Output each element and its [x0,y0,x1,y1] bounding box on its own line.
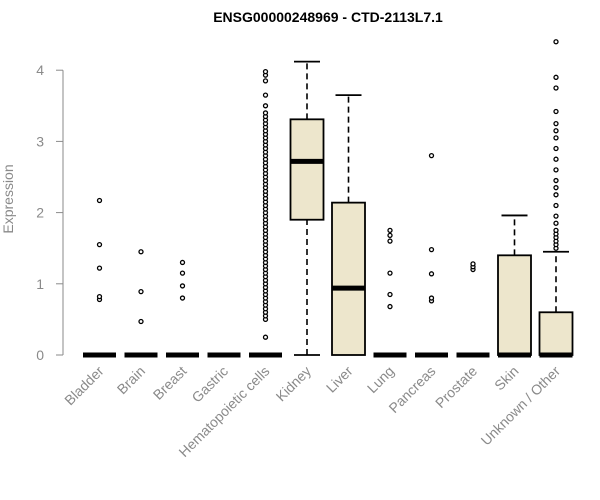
box-kidney [289,60,325,356]
x-tick-label: Breast [150,363,190,403]
outlier-point [553,185,559,191]
outlier-point [262,103,269,109]
outlier-point [387,303,393,310]
box-iqr [497,254,532,356]
outlier-point [428,152,435,159]
outlier-point [553,156,559,162]
outlier-point [553,177,559,184]
x-tick-label: Kidney [273,363,315,405]
outlier-point [262,110,269,116]
outlier-point [553,192,559,198]
box-iqr [538,311,574,356]
outlier-point [96,265,103,271]
x-tick-label: Unknown / Other [478,363,564,449]
box-lung [373,227,407,358]
outlier-point [428,295,435,301]
outlier-point [262,92,269,98]
outlier-point [553,213,559,219]
x-tick-label: Lung [364,363,397,396]
outlier-point [387,291,393,298]
outlier-point [179,295,186,301]
outlier-point [553,39,559,45]
outlier-point [179,270,186,276]
box-hematopoietic-cells [249,68,282,358]
x-tick-label: Bladder [61,363,107,409]
box-unknown-other [538,39,574,358]
outlier-point [553,74,559,80]
outlier-point [262,78,269,84]
outlier-point [179,259,186,266]
outlier-point [428,246,435,253]
outlier-point [262,68,269,75]
outlier-point [96,241,103,248]
y-axis: 0 1 2 3 4 [36,62,64,363]
outlier-point [553,145,559,152]
outlier-point [553,108,559,115]
outlier-point [387,270,393,276]
outlier-point [470,261,476,267]
outlier-point [553,202,559,209]
outlier-point [428,271,435,277]
box-brain [124,249,158,358]
outlier-point [96,197,103,204]
y-tick-label: 2 [36,205,44,221]
outlier-point [553,128,559,134]
outlier-point [262,334,269,340]
x-tick-label: Prostate [432,363,480,411]
outlier-point [553,120,559,127]
outlier-point [387,227,393,234]
y-tick-label: 1 [36,276,44,292]
y-tick-label: 0 [36,347,44,363]
outlier-point [179,283,186,289]
box-breast [166,259,199,358]
outlier-point [387,232,393,239]
outlier-point [553,135,559,141]
outlier-point [387,238,393,244]
outlier-point [553,85,559,91]
outlier-point [138,288,144,295]
outlier-point [553,167,559,173]
x-tick-label: Brain [114,363,148,397]
chart-title: ENSG00000248969 - CTD-2113L7.1 [213,9,443,25]
box-bladder [83,197,116,358]
box-skin [497,214,532,358]
outlier-point [553,227,559,234]
box-iqr [289,118,325,221]
box-pancreas [415,152,448,358]
outlier-point [138,249,144,255]
outlier-point [96,293,103,300]
box-iqr [331,201,366,356]
outlier-point [138,318,144,325]
boxes-layer [83,39,574,358]
x-tick-label: Skin [491,363,522,394]
y-tick-label: 3 [36,133,44,149]
y-axis-label: Expression [0,164,16,233]
y-tick-label: 4 [36,62,44,78]
box-liver [331,94,366,356]
box-prostate [456,261,490,358]
x-tick-label: Liver [323,363,356,396]
outlier-point [553,220,559,226]
